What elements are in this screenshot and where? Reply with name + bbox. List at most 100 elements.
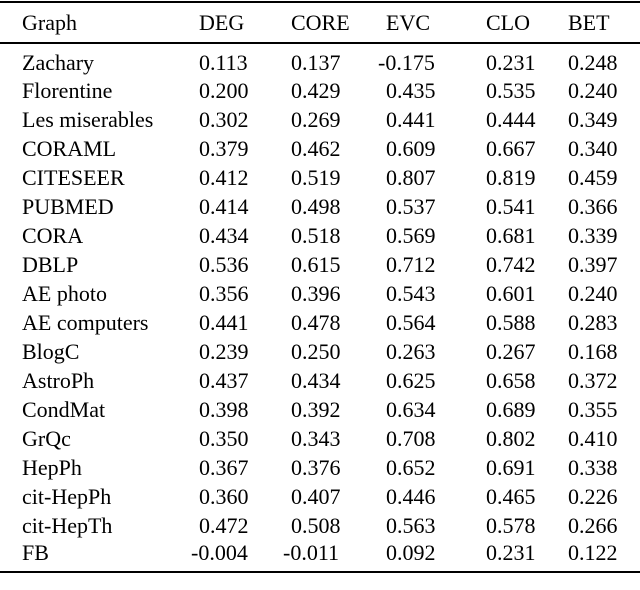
metric-cell: 0.398: [199, 396, 249, 422]
table-row: DBLP 0.536 0.615 0.712 0.742 0.397: [0, 250, 640, 279]
metric-cell: 0.200: [199, 77, 249, 103]
metric-cell: 0.372: [568, 367, 618, 393]
table-row: CORAML 0.379 0.462 0.609 0.667 0.340: [0, 134, 640, 163]
metric-cell: 0.478: [291, 309, 341, 335]
metric-cell: 0.472: [199, 512, 249, 538]
row-label: AstroPh: [22, 367, 95, 393]
metric-cell: 0.625: [386, 367, 436, 393]
metric-cell: 0.240: [568, 280, 618, 306]
metric-cell: 0.340: [568, 135, 618, 161]
metric-cell: 0.412: [199, 164, 249, 190]
table-row: FB -0.004 -0.011 0.092 0.231 0.122: [0, 540, 640, 572]
metric-cell: 0.446: [386, 483, 436, 509]
metric-cell: 0.537: [386, 193, 436, 219]
row-label: PUBMED: [22, 193, 114, 219]
metric-cell: 0.434: [291, 367, 341, 393]
metric-cell: 0.266: [568, 512, 618, 538]
metric-cell: 0.407: [291, 483, 341, 509]
metric-cell: 0.410: [568, 425, 618, 451]
row-label: CORAML: [22, 135, 117, 161]
metric-cell: 0.350: [199, 425, 249, 451]
metric-cell: 0.689: [486, 396, 536, 422]
metric-cell: 0.519: [291, 164, 341, 190]
metric-cell: 0.518: [291, 222, 341, 248]
metric-cell: 0.634: [386, 396, 436, 422]
metric-cell: 0.356: [199, 280, 249, 306]
metric-cell: 0.283: [568, 309, 618, 335]
table-row: GrQc 0.350 0.343 0.708 0.802 0.410: [0, 424, 640, 453]
metric-cell: 0.543: [386, 280, 436, 306]
table-row: cit-HepTh 0.472 0.508 0.563 0.578 0.266: [0, 511, 640, 540]
metric-cell: 0.414: [199, 193, 249, 219]
metric-cell: 0.396: [291, 280, 341, 306]
table-row: AE photo 0.356 0.396 0.543 0.601 0.240: [0, 279, 640, 308]
row-label: CORA: [22, 222, 84, 248]
column-header-bet: BET: [568, 9, 610, 35]
metric-cell: 0.609: [386, 135, 436, 161]
metric-cell: 0.441: [386, 106, 436, 132]
column-header-clo: CLO: [486, 9, 530, 35]
row-label: GrQc: [22, 425, 71, 451]
metric-cell: 0.376: [291, 454, 341, 480]
metric-cell: -0.011: [283, 540, 340, 565]
metric-cell: 0.429: [291, 77, 341, 103]
metric-cell: 0.652: [386, 454, 436, 480]
metric-cell: 0.564: [386, 309, 436, 335]
row-label: FB: [22, 540, 49, 565]
metric-cell: 0.742: [486, 251, 536, 277]
column-header-deg: DEG: [199, 9, 245, 35]
column-header-graph: Graph: [22, 9, 77, 35]
table-row: Zachary 0.113 0.137 -0.175 0.231 0.248: [0, 43, 640, 76]
metric-cell: 0.459: [568, 164, 618, 190]
metric-cell: 0.248: [568, 50, 618, 75]
table-row: CORA 0.434 0.518 0.569 0.681 0.339: [0, 221, 640, 250]
metric-cell: 0.802: [486, 425, 536, 451]
metric-cell: 0.667: [486, 135, 536, 161]
metric-cell: 0.658: [486, 367, 536, 393]
metric-cell: 0.302: [199, 106, 249, 132]
column-header-core: CORE: [291, 9, 350, 35]
row-label: Les miserables: [22, 106, 154, 132]
metric-cell: 0.338: [568, 454, 618, 480]
row-label: AE computers: [22, 309, 149, 335]
metric-cell: 0.239: [199, 338, 249, 364]
metric-cell: 0.113: [199, 50, 248, 75]
metric-cell: 0.508: [291, 512, 341, 538]
metric-cell: 0.588: [486, 309, 536, 335]
correlation-metrics-table: Graph DEG CORE EVC CLO BET Zachary 0.113 0.137 -…: [0, 1, 640, 573]
metric-cell: 0.397: [568, 251, 618, 277]
metric-cell: 0.392: [291, 396, 341, 422]
row-label: DBLP: [22, 251, 79, 277]
table-row: PUBMED 0.414 0.498 0.537 0.541 0.366: [0, 192, 640, 221]
metric-cell: 0.360: [199, 483, 249, 509]
table-row: AstroPh 0.437 0.434 0.625 0.658 0.372: [0, 366, 640, 395]
table-row: CondMat 0.398 0.392 0.634 0.689 0.355: [0, 395, 640, 424]
row-label: Zachary: [22, 50, 95, 75]
row-label: cit-HepPh: [22, 483, 112, 509]
metric-cell: 0.615: [291, 251, 341, 277]
metric-cell: 0.263: [386, 338, 436, 364]
metric-cell: 0.541: [486, 193, 536, 219]
table-row: AE computers 0.441 0.478 0.564 0.588 0.283: [0, 308, 640, 337]
metric-cell: 0.536: [199, 251, 249, 277]
metric-cell: 0.498: [291, 193, 341, 219]
metric-cell: 0.681: [486, 222, 536, 248]
table-row: BlogC 0.239 0.250 0.263 0.267 0.168: [0, 337, 640, 366]
row-label: CondMat: [22, 396, 106, 422]
table-body: Zachary 0.113 0.137 -0.175 0.231 0.248 Florent…: [0, 43, 640, 572]
row-label: AE photo: [22, 280, 107, 306]
metric-cell: 0.339: [568, 222, 618, 248]
metric-cell: 0.343: [291, 425, 341, 451]
metric-cell: 0.435: [386, 77, 436, 103]
metric-cell: 0.462: [291, 135, 341, 161]
metric-cell: 0.379: [199, 135, 249, 161]
metric-cell: 0.231: [486, 50, 536, 75]
metric-cell: 0.122: [568, 540, 618, 565]
table-row: cit-HepPh 0.360 0.407 0.446 0.465 0.226: [0, 482, 640, 511]
row-label: HepPh: [22, 454, 82, 480]
table-row: Les miserables 0.302 0.269 0.441 0.444 0.349: [0, 105, 640, 134]
metric-cell: 0.231: [486, 540, 536, 565]
metric-cell: 0.535: [486, 77, 536, 103]
metric-cell: 0.349: [568, 106, 618, 132]
metric-cell: 0.708: [386, 425, 436, 451]
